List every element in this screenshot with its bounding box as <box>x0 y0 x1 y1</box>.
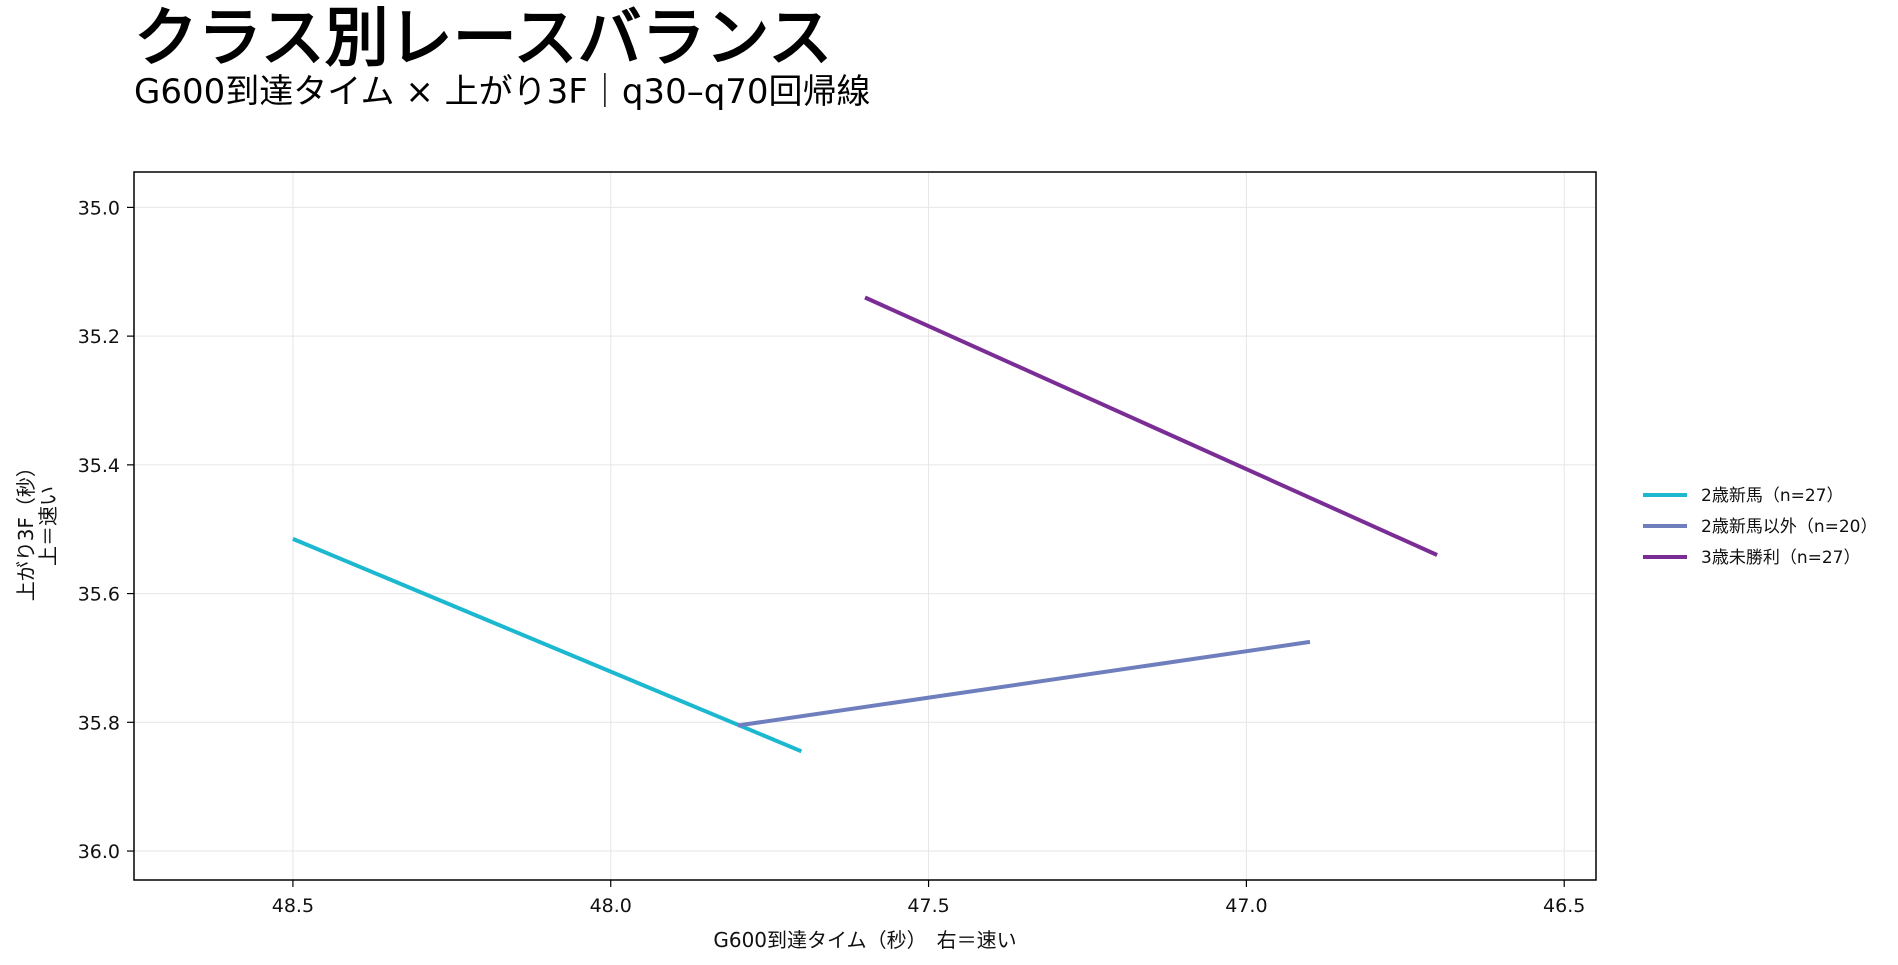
y-tick-label: 35.2 <box>78 326 120 348</box>
y-tick-label: 35.8 <box>78 712 120 734</box>
x-axis-label: G600到達タイム（秒） 右＝速い <box>713 928 1016 952</box>
x-tick-label: 48.0 <box>590 895 632 917</box>
y-axis-label: 上がり3F（秒） 上＝速い <box>14 451 60 602</box>
chart-title: クラス別レースバランス <box>134 2 833 76</box>
legend-label-2: 2歳新馬以外（n=20） <box>1701 517 1877 537</box>
series-lines <box>292 295 1438 754</box>
legend-label-1: 2歳新馬（n=27） <box>1701 486 1843 506</box>
x-tick-label: 47.5 <box>907 895 949 917</box>
y-tick-label: 35.0 <box>78 197 120 219</box>
plot-frame <box>133 171 1597 881</box>
y-tick-label: 36.0 <box>78 841 120 863</box>
x-tick-label: 47.0 <box>1225 895 1267 917</box>
legend-label-3: 3歳未勝利（n=27） <box>1701 548 1860 568</box>
x-tick-label: 48.5 <box>272 895 314 917</box>
axis-ticks: 48.5 48.0 47.5 47.0 46.5 35.0 35.2 35.4 35.6 35.8… <box>78 197 1586 917</box>
legend: 2歳新馬（n=27） 2歳新馬以外（n=20） 3歳未勝利（n=27） <box>1643 486 1877 568</box>
series-line-3 <box>864 295 1438 557</box>
chart-subtitle: G600到達タイム × 上がり3F｜q30–q70回帰線 <box>134 72 871 112</box>
grid-lines <box>134 172 1596 880</box>
series-line-2 <box>737 639 1311 728</box>
y-axis-label-line-2: 上＝速い <box>36 486 60 566</box>
x-tick-label: 46.5 <box>1543 895 1585 917</box>
series-line-1 <box>292 537 803 754</box>
y-tick-label: 35.4 <box>78 455 120 477</box>
y-axis-label-line-1: 上がり3F（秒） <box>14 457 38 601</box>
y-tick-label: 35.6 <box>78 584 120 606</box>
